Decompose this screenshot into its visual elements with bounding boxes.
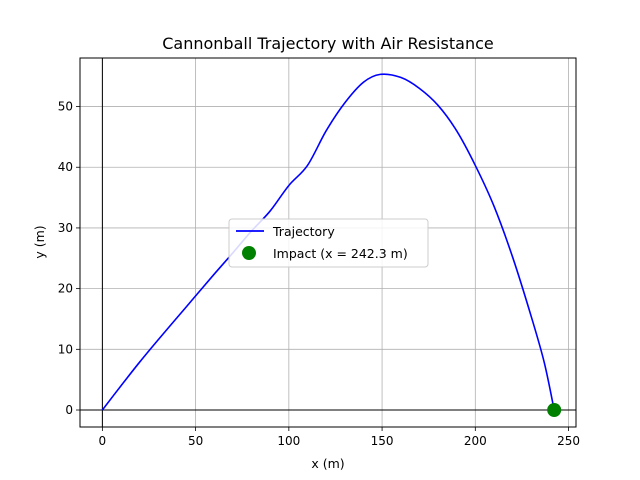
chart-title: Cannonball Trajectory with Air Resistanc…: [162, 34, 494, 53]
plot-frame: [79, 57, 577, 428]
y-tick-label: 0: [65, 403, 73, 417]
trajectory-line: [101, 73, 555, 411]
y-tick-label: 40: [58, 160, 73, 174]
y-axis-label: y (m): [32, 225, 47, 258]
x-tick-label: 0: [99, 434, 107, 448]
legend-impact-swatch: [242, 246, 256, 260]
legend-impact-label: Impact (x = 242.3 m): [273, 246, 408, 261]
y-tick-label: 10: [58, 342, 73, 356]
x-tick-label: 50: [188, 434, 203, 448]
x-tick-label: 200: [464, 434, 487, 448]
impact-point: [547, 403, 562, 418]
x-tick-label: 100: [277, 434, 300, 448]
zero-lines: [80, 58, 576, 427]
x-tick-label: 150: [371, 434, 394, 448]
x-axis-label: x (m): [311, 456, 344, 471]
y-tick-label: 20: [58, 282, 73, 296]
ticks: 0 50 100 150 200 250 0 10 20 30 40 50: [58, 100, 580, 448]
legend: Trajectory Impact (x = 242.3 m): [228, 218, 429, 268]
legend-trajectory-label: Trajectory: [272, 224, 335, 239]
y-tick-label: 50: [58, 100, 73, 114]
legend-box: [228, 218, 429, 268]
x-tick-label: 250: [557, 434, 580, 448]
y-tick-label: 30: [58, 221, 73, 235]
series-layer: [101, 73, 562, 418]
